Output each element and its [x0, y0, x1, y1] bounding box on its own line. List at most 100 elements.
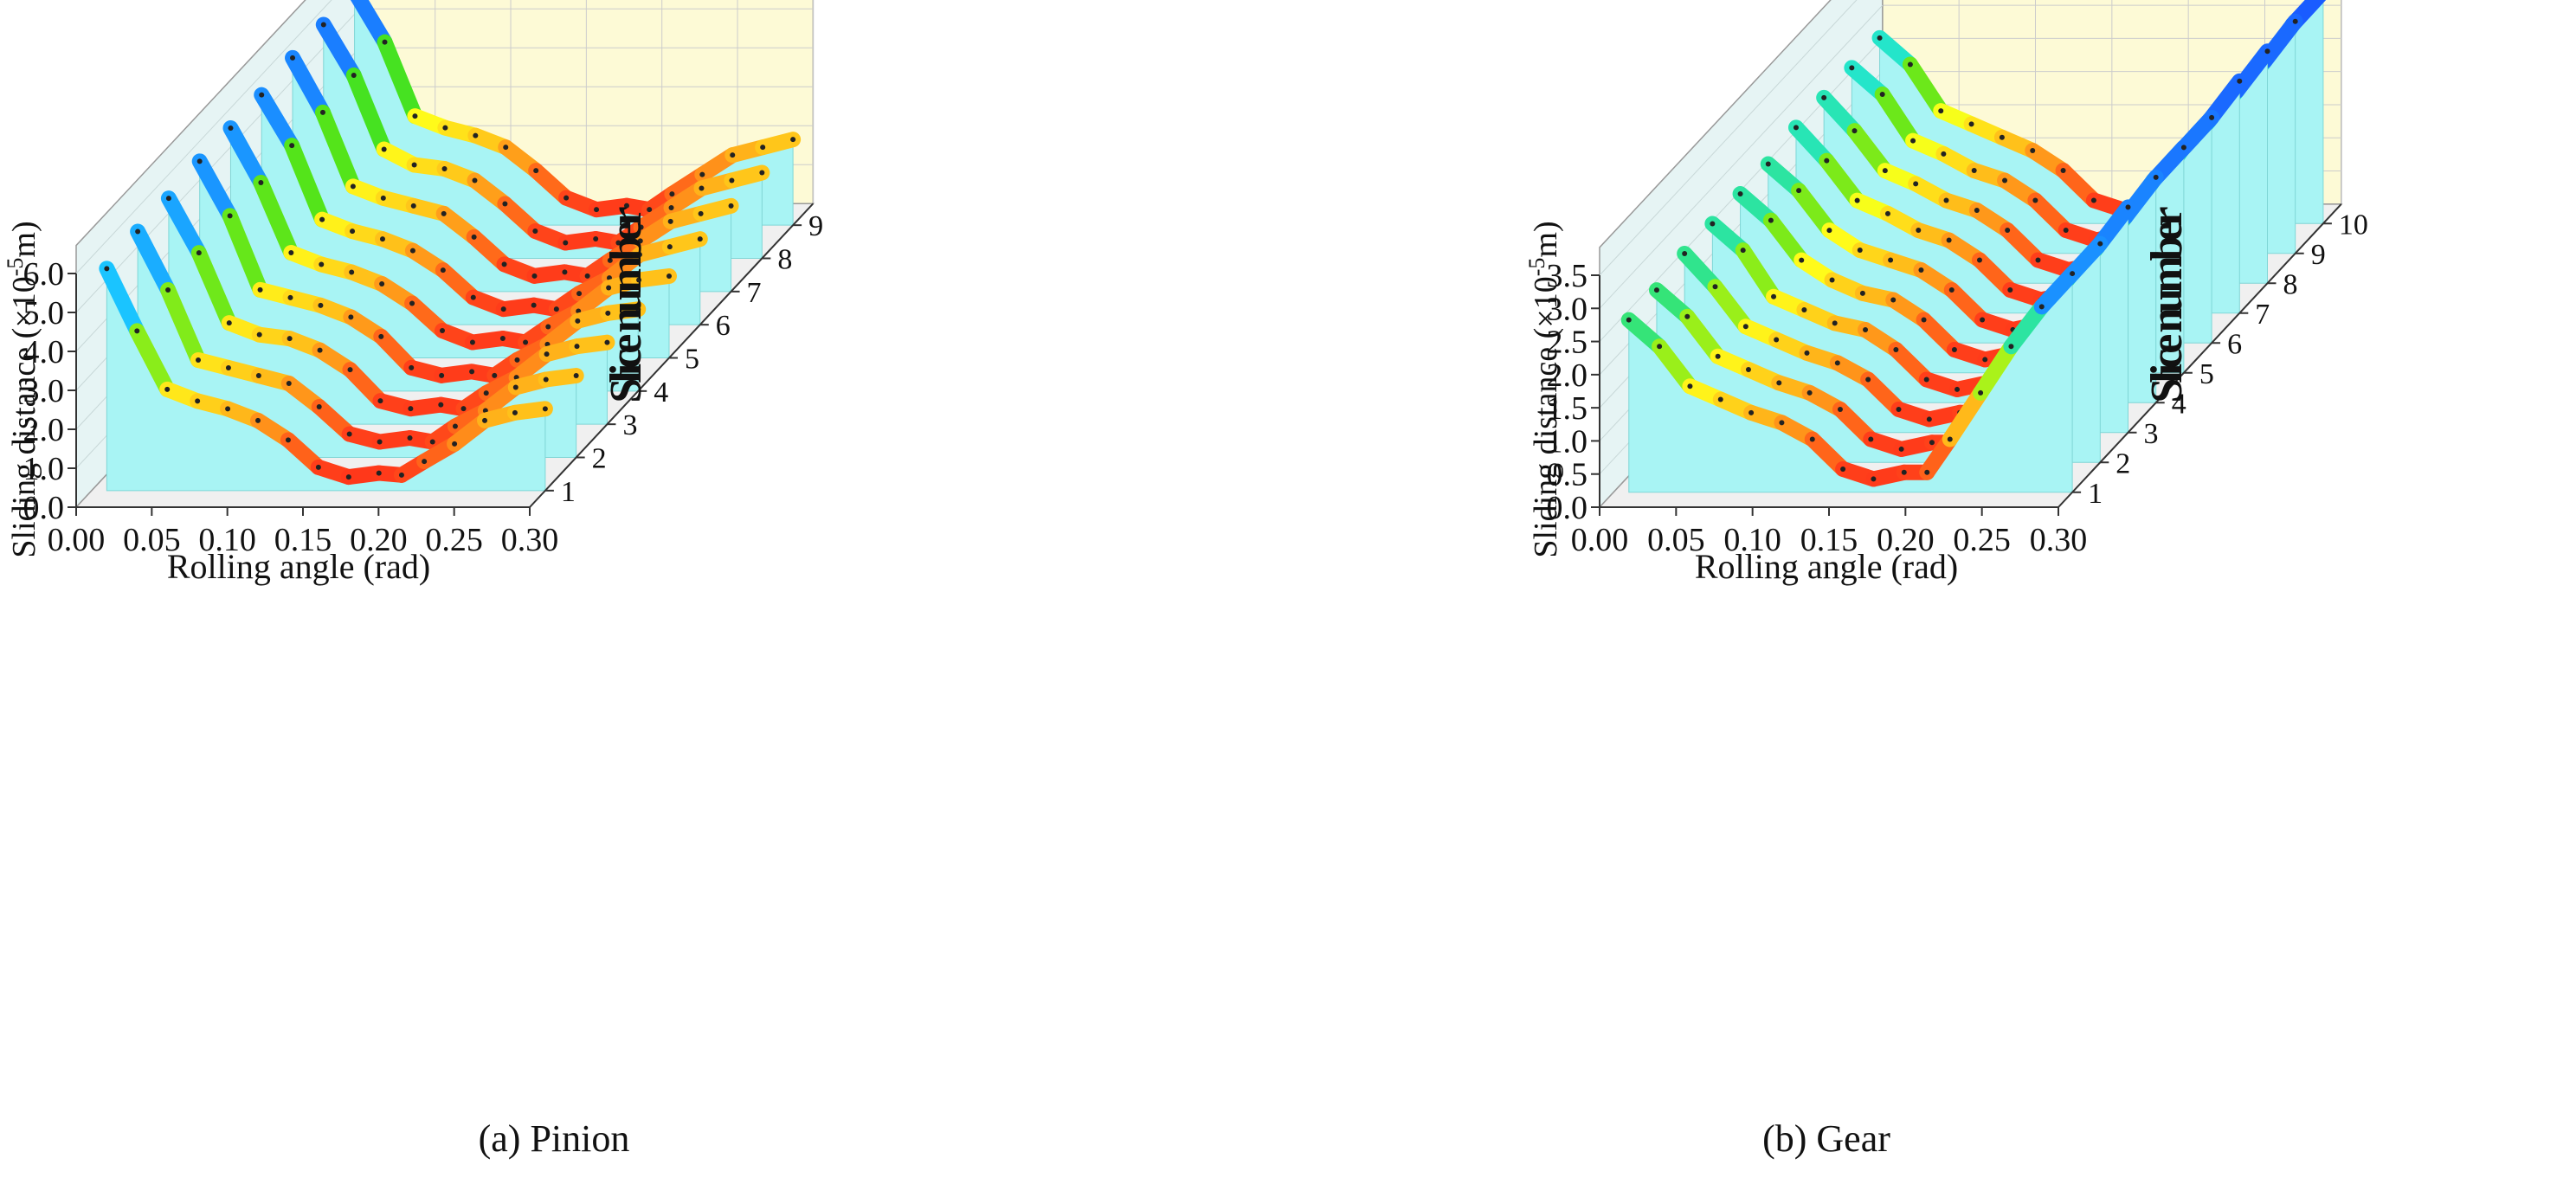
- data-point: [1901, 469, 1907, 475]
- data-point: [1748, 409, 1755, 415]
- data-point: [2090, 197, 2096, 203]
- ribbon-segment: [1942, 384, 1989, 447]
- ribbon-segment: [2003, 299, 2050, 355]
- ribbon-segment: [160, 282, 206, 368]
- data-point: [1737, 191, 1743, 197]
- ribbon-segment: [600, 301, 647, 321]
- data-point: [667, 244, 673, 250]
- data-point: [319, 216, 325, 222]
- data-point: [501, 261, 507, 267]
- x-tick-label: 0.30: [501, 522, 559, 558]
- data-point: [1826, 228, 1832, 234]
- side-grid-line: [1599, 4, 1884, 309]
- data-point: [698, 210, 704, 216]
- data-point: [410, 203, 416, 209]
- data-point: [2008, 344, 2014, 350]
- data-point: [470, 294, 476, 300]
- data-point: [503, 145, 509, 151]
- y-title-part: Sliding distance (×10: [1528, 276, 1564, 557]
- ribbon-segment: [191, 153, 238, 224]
- data-point: [2063, 227, 2069, 233]
- data-point: [164, 386, 171, 392]
- z-tick-label: 6: [2227, 328, 2242, 360]
- y-tick-label: 1.0: [1547, 423, 1588, 460]
- data-point: [1978, 389, 1984, 396]
- z-tick-label: 2: [592, 443, 607, 475]
- data-point: [317, 347, 323, 353]
- data-point: [584, 273, 590, 279]
- data-point: [472, 177, 478, 183]
- x-axis-title: Rolling angle (rad): [167, 547, 430, 586]
- ribbon-segment: [724, 164, 770, 189]
- data-point: [482, 417, 488, 423]
- y-tick-label: 3.0: [1547, 291, 1588, 327]
- ribbon-segment: [661, 231, 708, 255]
- data-point: [637, 238, 643, 244]
- data-point: [258, 180, 264, 185]
- data-point: [285, 437, 291, 443]
- data-point: [227, 213, 233, 219]
- data-point: [1854, 197, 1860, 203]
- data-point: [440, 267, 446, 274]
- data-point: [636, 252, 642, 258]
- data-point: [2007, 286, 2013, 293]
- data-point: [1938, 108, 1944, 114]
- data-point: [1907, 61, 1913, 68]
- ribbon-segment: [377, 34, 423, 125]
- data-point: [382, 39, 388, 45]
- ribbon-segment: [1707, 279, 1754, 335]
- y-tick-label: 0.0: [23, 490, 65, 526]
- ribbon-segment: [253, 175, 299, 261]
- data-point: [1863, 327, 1869, 333]
- data-point: [346, 431, 352, 437]
- data-point: [1801, 307, 1807, 313]
- data-point: [1765, 161, 1771, 167]
- data-point: [514, 357, 520, 363]
- data-point: [1682, 251, 1688, 257]
- ribbon-segment: [1652, 338, 1698, 395]
- data-point: [442, 125, 448, 131]
- series-slice-6: [254, 87, 708, 325]
- ribbon-segment: [350, 0, 393, 50]
- data-point: [1916, 228, 1922, 234]
- data-point: [1771, 293, 1777, 299]
- data-point: [668, 205, 674, 210]
- data-point: [1626, 317, 1632, 323]
- data-point: [1888, 257, 1894, 263]
- data-point: [2180, 145, 2186, 151]
- series-slice-8: [315, 16, 770, 259]
- ribbon-segment: [160, 190, 207, 261]
- data-point: [562, 269, 568, 275]
- ribbon-segment: [755, 132, 802, 156]
- data-point: [2030, 148, 2036, 154]
- side-grid-line: [1599, 0, 1858, 276]
- z-tick-label: 1: [561, 476, 576, 508]
- data-point: [1821, 94, 1827, 100]
- side-grid-line: [75, 0, 332, 274]
- data-point: [315, 464, 321, 470]
- data-point: [1717, 396, 1723, 402]
- y-title-part: m): [6, 221, 42, 257]
- ribbon-segment: [285, 49, 331, 120]
- y-axis-title: Sliding distance (×10-5m): [1524, 221, 1564, 557]
- data-point: [441, 210, 447, 216]
- data-point: [1768, 217, 1774, 223]
- data-point: [543, 376, 549, 383]
- data-point: [351, 73, 357, 78]
- data-point: [380, 195, 386, 201]
- y-tick-label: 5.0: [23, 295, 65, 331]
- data-point: [1852, 128, 1858, 134]
- ribbon-segment: [1679, 308, 1726, 364]
- data-point: [1774, 337, 1780, 343]
- x-tick-label: 0.15: [1800, 522, 1858, 558]
- data-point: [348, 314, 354, 320]
- data-point: [790, 137, 796, 143]
- data-point: [412, 113, 418, 119]
- data-point: [452, 423, 458, 429]
- data-point: [669, 191, 675, 197]
- data-point: [1834, 360, 1840, 366]
- data-point: [409, 364, 415, 370]
- data-point: [1715, 353, 1721, 359]
- x-tick-label: 0.25: [1953, 522, 2011, 558]
